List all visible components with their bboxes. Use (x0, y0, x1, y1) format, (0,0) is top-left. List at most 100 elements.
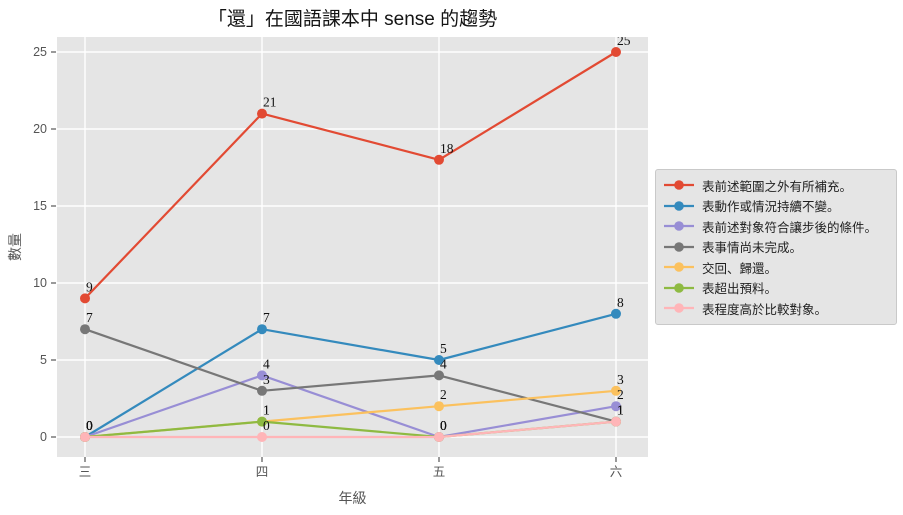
y-tick-label: 25 (33, 45, 47, 59)
point-value-label: 7 (263, 310, 270, 325)
data-point (611, 416, 621, 427)
plot-area: 9 21 18 25 0 7 5 8 0 4 0 2 7 3 4 1 0 1 2 3 0 1 0 1 0 0 0 1 (57, 33, 648, 457)
x-tick-mark (84, 457, 86, 462)
y-tick-mark (51, 205, 56, 207)
point-value-label: 0 (86, 418, 93, 433)
point-value-label: 0 (440, 418, 447, 433)
point-value-label: 5 (440, 341, 447, 356)
legend-marker-icon (664, 303, 694, 314)
legend-item-5: 表超出預料。 (664, 278, 888, 299)
point-value-label: 0 (440, 418, 447, 433)
point-value-label: 0 (263, 418, 270, 433)
y-tick-mark (51, 51, 56, 53)
point-value-label: 25 (617, 37, 631, 48)
series-line-6 (85, 420, 617, 439)
legend-item-0: 表前述範圍之外有所補充。 (664, 175, 888, 196)
series-line-1 (84, 312, 617, 438)
data-point (611, 385, 621, 396)
series-line-3 (84, 328, 617, 423)
x-tick-label: 三 (78, 465, 92, 479)
data-point (257, 108, 267, 119)
legend-marker-icon (664, 282, 694, 293)
x-tick-mark (438, 457, 440, 462)
legend-item-1: 表動作或情況持續不變。 (664, 196, 888, 217)
point-value-label: 21 (263, 95, 277, 110)
point-value-label: 4 (263, 356, 270, 371)
legend-marker-icon (664, 200, 694, 211)
x-tick-mark (615, 457, 617, 462)
point-value-label: 1 (617, 403, 624, 418)
x-tick-label: 四 (255, 465, 269, 479)
data-point (611, 47, 621, 57)
point-value-label: 4 (440, 356, 447, 371)
legend-marker-icon (664, 221, 694, 232)
point-value-label: 1 (263, 403, 270, 418)
point-value-label: 0 (86, 418, 93, 433)
legend-label: 表前述對象符合讓步後的條件。 (702, 220, 878, 235)
point-value-label: 0 (86, 418, 93, 433)
data-point (611, 308, 621, 319)
point-value-label: 7 (86, 310, 93, 325)
point-value-label: 0 (86, 418, 93, 433)
data-point (257, 416, 267, 427)
legend-item-2: 表前述對象符合讓步後的條件。 (664, 216, 888, 237)
legend-item-4: 交回、歸還。 (664, 257, 888, 278)
legend-label: 表超出預料。 (702, 282, 778, 297)
data-point (80, 293, 90, 304)
data-point (434, 154, 444, 165)
legend-label: 表程度高於比較對象。 (702, 302, 828, 317)
point-value-label: 3 (617, 372, 624, 387)
data-point (257, 385, 267, 396)
legend-label: 表前述範圍之外有所補充。 (702, 179, 853, 194)
legend-marker-icon (664, 241, 694, 252)
legend-label: 表事情尚未完成。 (702, 241, 803, 256)
legend-marker-icon (664, 262, 694, 273)
point-value-label: 8 (617, 295, 624, 310)
legend-label: 表動作或情況持續不變。 (702, 200, 840, 215)
point-value-label: 18 (440, 141, 454, 156)
y-tick-mark (51, 436, 56, 438)
point-value-label: 0 (86, 418, 93, 433)
data-point (257, 370, 267, 381)
legend: 表前述範圍之外有所補充。 表動作或情況持續不變。表前述對象符合讓步後的條件。 表事情… (655, 169, 897, 325)
y-tick-mark (51, 282, 56, 284)
series-line-0 (84, 51, 617, 300)
y-tick-mark (51, 128, 56, 130)
data-point (80, 432, 90, 442)
data-point (434, 432, 444, 442)
legend-marker-icon (664, 180, 694, 191)
data-point (611, 401, 621, 412)
point-value-label: 1 (263, 403, 270, 418)
point-value-label: 2 (440, 387, 447, 402)
x-tick-mark (261, 457, 263, 462)
data-point (434, 401, 444, 412)
point-value-label: 3 (263, 372, 270, 387)
series-line-2 (84, 374, 617, 439)
y-tick-label: 5 (40, 353, 47, 367)
data-point (257, 432, 267, 442)
y-tick-label: 20 (33, 122, 47, 136)
chart-title: 「還」在國語課本中 sense 的趨勢 (207, 9, 498, 30)
y-axis-title: 數量 (7, 233, 23, 261)
legend-item-3: 表事情尚未完成。 (664, 237, 888, 258)
point-value-label: 9 (86, 279, 93, 294)
y-tick-label: 10 (33, 276, 47, 290)
point-value-label: 2 (617, 387, 624, 402)
data-point (80, 324, 90, 335)
x-tick-label: 六 (609, 465, 623, 479)
y-tick-mark (51, 359, 56, 361)
point-value-label: 1 (617, 403, 624, 418)
y-tick-label: 15 (33, 199, 47, 213)
x-tick-label: 五 (432, 465, 446, 479)
data-point (434, 370, 444, 381)
legend-label: 交回、歸還。 (702, 261, 778, 276)
legend-item-6: 表程度高於比較對象。 (664, 298, 888, 319)
data-point (434, 355, 444, 365)
x-axis-title: 年級 (338, 490, 367, 506)
point-value-label: 0 (440, 418, 447, 433)
y-tick-label: 0 (40, 430, 47, 444)
data-point (257, 324, 267, 335)
point-value-label: 1 (617, 403, 624, 418)
